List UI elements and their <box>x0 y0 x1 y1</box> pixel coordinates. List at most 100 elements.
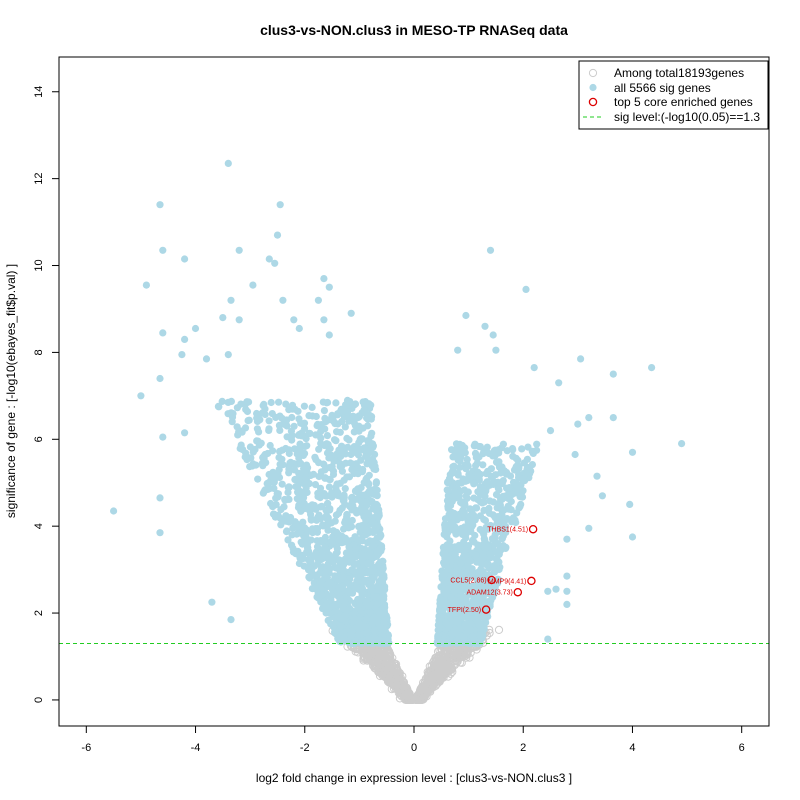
sig-gene-point <box>262 459 270 467</box>
legend-marker-enriched <box>588 97 598 107</box>
sig-gene-point <box>450 462 458 470</box>
sig-gene-point <box>457 498 465 507</box>
sig-gene-point <box>273 231 282 239</box>
sig-gene-point <box>337 622 345 630</box>
sig-gene-point <box>513 509 521 517</box>
sig-gene-point <box>470 479 478 487</box>
sig-gene-point <box>367 448 375 456</box>
background-gene-point <box>361 653 370 662</box>
background-gene-point <box>430 656 439 665</box>
background-gene-point <box>432 665 442 674</box>
sig-gene-point <box>339 566 348 574</box>
sig-gene-point <box>332 550 340 558</box>
sig-gene-point <box>517 500 525 508</box>
sig-gene-point <box>336 446 344 454</box>
sig-gene-point <box>512 479 520 487</box>
sig-gene-point <box>563 587 571 595</box>
sig-gene-point <box>486 246 495 254</box>
background-gene-point <box>442 667 451 676</box>
sig-gene-point <box>678 440 686 448</box>
sig-gene-point <box>313 537 321 545</box>
sig-gene-point <box>355 572 363 581</box>
sig-gene-point <box>336 463 344 471</box>
sig-gene-point <box>265 425 273 433</box>
sig-gene-point <box>352 544 360 553</box>
sig-gene-point <box>279 517 287 526</box>
sig-gene-point <box>254 414 263 422</box>
sig-gene-point <box>361 545 369 553</box>
sig-gene-point <box>479 572 487 580</box>
sig-gene-point <box>313 422 321 430</box>
sig-gene-point <box>208 598 216 606</box>
background-gene-point <box>445 646 454 655</box>
sig-gene-point <box>362 516 370 524</box>
sig-gene-point <box>343 558 351 566</box>
sig-gene-point <box>461 599 469 607</box>
sig-gene-point <box>489 498 497 506</box>
sig-gene-point <box>246 443 254 451</box>
sig-gene-point <box>294 495 302 503</box>
background-gene-point <box>374 664 383 673</box>
sig-gene-point <box>454 452 463 460</box>
sig-gene-point <box>451 488 459 496</box>
sig-gene-point <box>303 548 311 556</box>
sig-gene-point <box>339 604 347 613</box>
sig-gene-point <box>508 490 516 498</box>
background-gene-point <box>462 647 472 657</box>
x-tick-label: -4 <box>191 742 201 754</box>
sig-gene-point <box>159 246 167 254</box>
sig-gene-point <box>326 565 334 573</box>
sig-gene-point <box>324 500 332 508</box>
sig-gene-point <box>354 414 362 422</box>
background-gene-point <box>456 658 465 667</box>
sig-gene-point <box>288 436 296 444</box>
background-gene-point <box>374 658 383 667</box>
sig-gene-point <box>442 619 450 627</box>
sig-gene-point <box>461 448 469 456</box>
sig-gene-point <box>441 521 449 529</box>
background-gene-point <box>448 648 457 657</box>
sig-gene-point <box>472 462 480 470</box>
sig-gene-point <box>335 613 343 621</box>
sig-gene-point <box>294 407 302 415</box>
sig-gene-point <box>264 485 272 493</box>
sig-gene-point <box>353 509 361 517</box>
sig-gene-point <box>484 467 492 475</box>
sig-gene-point <box>490 562 498 570</box>
sig-gene-point <box>289 545 297 553</box>
sig-gene-point <box>555 379 563 387</box>
sig-gene-point <box>478 527 486 535</box>
sig-gene-point <box>348 566 356 574</box>
y-tick-label: 12 <box>33 173 45 185</box>
sig-gene-point <box>341 534 349 542</box>
background-gene-point <box>432 673 441 683</box>
sig-gene-point <box>357 436 365 444</box>
sig-gene-point <box>452 605 460 613</box>
sig-gene-point <box>285 465 293 473</box>
sig-gene-point <box>528 447 536 455</box>
sig-gene-point <box>334 489 342 497</box>
sig-gene-point <box>375 578 383 586</box>
sig-gene-point <box>360 406 368 414</box>
sig-gene-point <box>345 436 353 444</box>
sig-gene-point <box>456 625 465 633</box>
sig-gene-point <box>364 560 372 568</box>
sig-gene-point <box>341 450 350 458</box>
sig-gene-point <box>368 578 376 586</box>
sig-gene-point <box>242 449 250 457</box>
background-gene-point <box>431 664 440 673</box>
background-gene-point <box>424 685 433 694</box>
sig-gene-point <box>347 523 355 531</box>
sig-gene-point <box>325 483 333 491</box>
sig-gene-point <box>358 537 366 545</box>
sig-gene-point <box>452 596 460 605</box>
sig-gene-point <box>464 462 472 470</box>
sig-gene-point <box>466 619 474 628</box>
enriched-gene-label: THBS1(4.51) <box>487 527 528 534</box>
sig-gene-point <box>265 255 273 263</box>
background-gene-point <box>374 649 383 659</box>
y-axis-label: significance of gene : [-log10(ebayes_fi… <box>4 264 18 518</box>
sig-gene-point <box>342 459 350 467</box>
background-gene-point <box>401 694 410 703</box>
sig-gene-point <box>310 501 318 510</box>
